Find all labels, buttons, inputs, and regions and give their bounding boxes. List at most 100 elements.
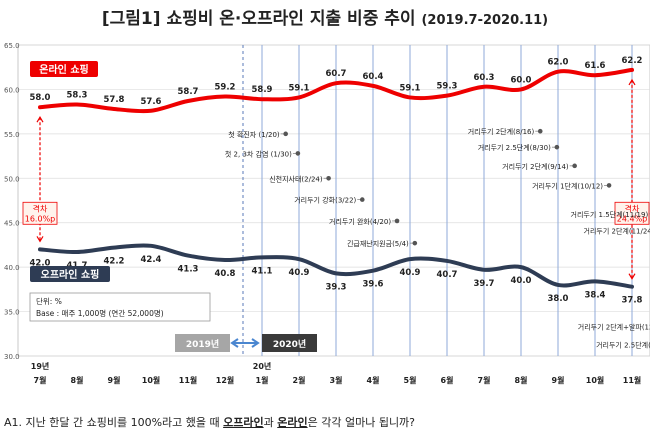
online-data-label: 58.3 [67,91,88,101]
y-tick-label: 60.0 [4,86,20,94]
x-tick-label: 1월 [256,375,269,385]
offline-data-label: 41.3 [178,265,199,275]
event-annotation: 첫 확진자 (1/20) [228,130,288,139]
y-tick-label: 35.0 [4,309,20,317]
event-annotation: 첫 2, 3차 감염 (1/30) [225,149,301,158]
x-tick-label: 10월 [586,375,605,385]
event-marker [394,218,400,224]
footnote-prefix: A1. 지난 한달 간 쇼핑비를 100%라고 했을 때 [4,416,224,429]
legend-badge-bg [30,61,98,77]
year-badge-2019: 2019년 [186,338,219,350]
legend-offline: 오프라인 쇼핑 [30,266,110,282]
event-annotation: 거리두기 2.5단계(8/30) [478,143,560,152]
legend-badge-label: 오프라인 쇼핑 [41,268,100,281]
event-marker [572,163,577,169]
event-marker [412,240,418,246]
online-data-label: 57.6 [141,97,162,107]
question-footnote: A1. 지난 한달 간 쇼핑비를 100%라고 했을 때 오프라인과 온라인은 … [4,414,415,430]
online-data-label: 59.2 [215,83,236,93]
legend-badge-label: 온라인 쇼핑 [39,63,88,76]
event-annotation: 신천지사태(2/24) [269,174,331,183]
offline-data-label: 40.9 [400,268,421,278]
x-tick-label: 6월 [441,375,454,385]
event-marker [554,144,560,150]
chart-title: [그림1] 쇼핑비 온·오프라인 지출 비중 추이 (2019.7-2020.1… [0,4,650,29]
unit-box-frame [29,292,211,322]
event-marker [295,151,301,156]
offline-data-label: 40.9 [289,268,310,278]
event-annotation: 거리두기 2단계+알파(12/1) [578,323,650,332]
event-label: 거리두기 2단계+알파(12/1) [578,323,650,332]
year-badges: 2019년 2020년 [175,334,317,352]
event-marker [606,183,612,188]
x-tick-label: 4월 [367,375,380,385]
gap-box-label: 격차 [625,203,640,213]
online-data-label: 62.0 [548,58,569,68]
x-tick-label: 9월 [552,375,565,385]
legend-badge-bg [30,266,110,282]
double-arrow-left-icon [230,338,239,348]
year-badge-2020-bg [262,334,317,352]
event-label: 거리두기 완화(4/20) [329,217,391,226]
event-annotation: 거리두기 2.5단계(12/6) [596,340,650,349]
base-label: Base : 매주 1,000명 (연간 52,000명) [36,308,164,318]
event-label: 긴급재난지원금(5/4) [347,239,409,248]
offline-data-label: 39.7 [474,279,495,289]
online-data-label: 60.3 [474,73,495,83]
event-label: 거리두기 강화(3/22) [294,196,356,205]
event-label: 거리두기 1단계(10/12) [532,181,603,190]
legend-online: 온라인 쇼핑 [30,61,98,77]
event-annotation: 거리두기 완화(4/20) [329,217,400,226]
event-annotation: 긴급재난지원금(5/4) [347,239,418,248]
event-label: 거리두기 2단계(9/14) [502,162,569,171]
event-annotation: 거리두기 2단계(9/14) [502,162,577,171]
event-marker [359,197,365,202]
online-data-label: 58.9 [252,85,273,95]
gap-arrow-up-icon [628,78,636,86]
unit-label: 단위: % [36,296,62,306]
event-annotation: 거리두기 1단계(10/12) [532,181,612,190]
gap-box-value: 24.4%p [617,214,648,223]
event-label: 거리두기 2단계(8/16) [468,127,535,136]
offline-data-label: 38.0 [548,294,569,304]
x-tick-label: 10월 [142,375,161,385]
x-tick-label: 2월 [293,375,306,385]
x-tick-label: 5월 [404,375,417,385]
footnote-suffix: 은 각각 얼마나 됩니까? [307,416,416,429]
gap-arrow-down-icon [36,236,44,243]
x-tick-label: 11월 [179,375,198,385]
event-label: 신천지사태(2/24) [269,174,323,183]
event-label: 거리두기 2단계(11/24) [584,227,650,236]
x-tick-label: 3월 [330,375,343,385]
footnote-offline: 오프라인 [223,416,264,429]
event-label: 거리두기 2.5단계(8/30) [478,143,551,152]
unit-base-box: 단위: % Base : 매주 1,000명 (연간 52,000명) [29,292,211,322]
offline-data-label: 37.8 [622,296,643,306]
gap-arrow-up-icon [36,116,44,123]
gap-box-label: 격차 [33,203,48,213]
x-tick-label: 7월 [478,375,491,385]
line-chart: 30.0 35.0 40.0 45.0 50.0 55.0 60.0 65.0 7월 8월 9월 10… [4,42,650,385]
online-data-label: 60.0 [511,75,532,85]
footnote-middle: 과 [263,416,278,429]
online-data-label: 57.8 [104,95,125,105]
y-tick-label: 55.0 [4,131,20,139]
event-marker [326,175,331,181]
gap-box [22,201,58,225]
online-series-line [38,67,634,114]
offline-data-label: 39.6 [363,280,384,290]
x-tick-label: 8월 [515,375,528,385]
online-data-label: 58.7 [178,87,199,97]
offline-data-label: 42.4 [141,255,162,265]
offline-data-label: 40.8 [215,269,236,279]
x-tick-label: 12월 [216,375,235,385]
online-data-label: 59.3 [437,82,458,92]
y-tick-label: 50.0 [4,175,20,183]
x-year-label: 19년 [31,361,50,371]
offline-series-line [38,243,634,289]
event-label: 첫 2, 3차 감염 (1/30) [225,149,292,158]
x-year-label: 20년 [253,361,272,371]
y-tick-label: 65.0 [4,42,20,50]
